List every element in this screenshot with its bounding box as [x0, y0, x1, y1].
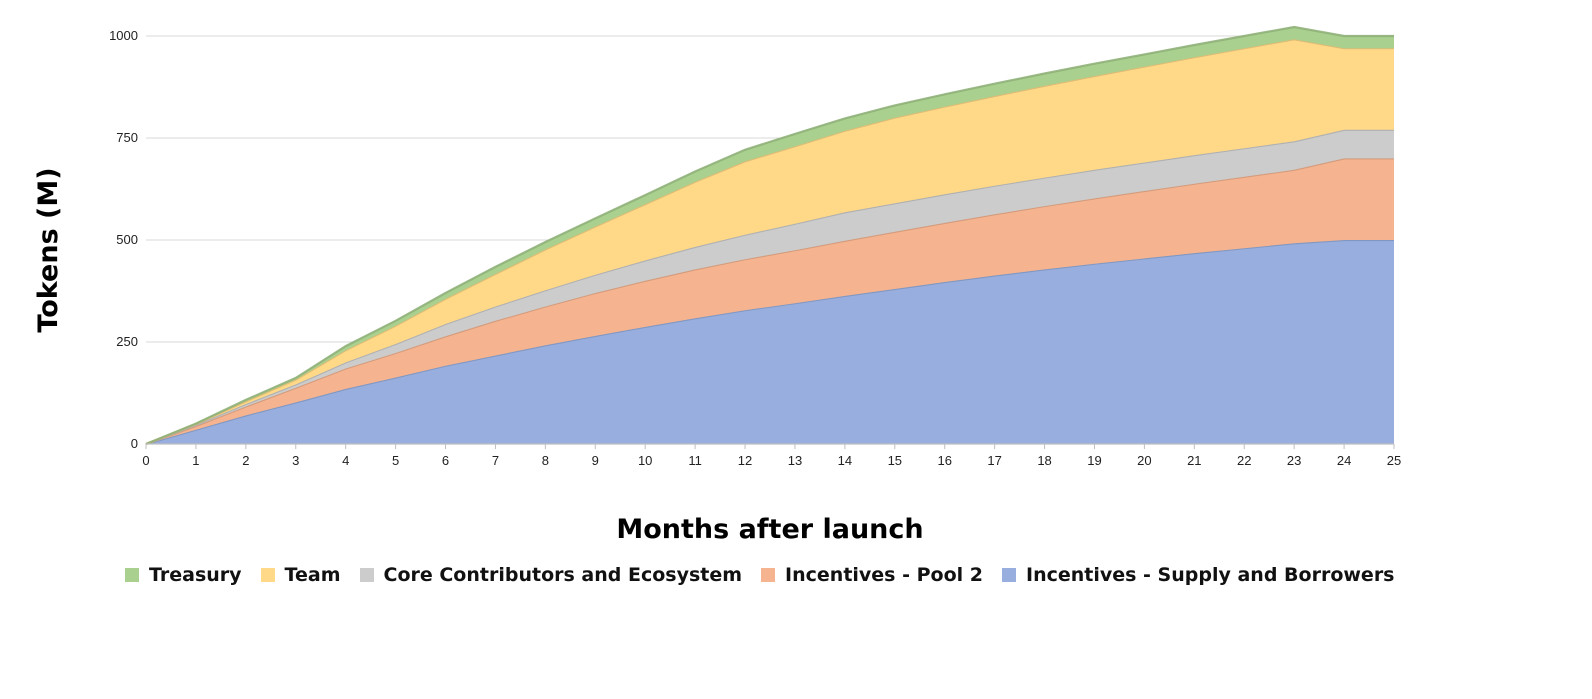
area-incentives-supply-and-borrowers [146, 240, 1394, 444]
x-tick-label: 13 [788, 453, 802, 468]
area-core-contributors-and-ecosystem [146, 129, 1394, 445]
legend-item: Core Contributors and Ecosystem [359, 564, 743, 586]
y-tick-label: 750 [116, 130, 138, 145]
x-axis-title: Months after launch [616, 514, 923, 545]
legend-label: Team [284, 564, 341, 586]
x-tick-label: 24 [1337, 453, 1351, 468]
y-tick-labels: 0 250 500 750 1000 [109, 28, 138, 451]
x-tick-label: 5 [392, 453, 399, 468]
stacked-areas [145, 25, 1394, 446]
x-tick-labels: 0 1 2 3 4 5 6 7 8 9 10 11 12 13 14 15 16 17 18 19 20 21 22 23 24… [142, 453, 1401, 468]
axes [145, 443, 1395, 449]
x-tick-label: 2 [242, 453, 249, 468]
legend-item: Incentives - Pool 2 [761, 564, 983, 586]
chart-legend: Treasury Team Core Contributors and Ecosys… [125, 564, 1414, 586]
x-tick-label: 20 [1137, 453, 1151, 468]
x-tick-label: 16 [937, 453, 951, 468]
area-edge [145, 25, 1394, 446]
legend-label: Incentives - Supply and Borrowers [1026, 564, 1395, 586]
legend-swatch [761, 568, 776, 582]
legend-label: Treasury [149, 564, 242, 586]
x-tick-label: 1 [192, 453, 199, 468]
x-tick-label: 18 [1037, 453, 1051, 468]
x-tick-label: 7 [492, 453, 499, 468]
x-tick-label: 6 [442, 453, 449, 468]
x-tick-label: 8 [542, 453, 549, 468]
x-tick-label: 11 [688, 453, 702, 468]
area-team [146, 39, 1394, 445]
y-tick-label: 1000 [109, 28, 138, 43]
legend-label: Incentives - Pool 2 [785, 564, 983, 586]
x-tick-label: 0 [142, 453, 149, 468]
legend-swatch [1002, 568, 1016, 582]
x-tick-label: 15 [888, 453, 902, 468]
x-tick-label: 3 [292, 453, 299, 468]
x-tick-label: 22 [1237, 453, 1251, 468]
x-tick-label: 23 [1287, 453, 1301, 468]
y-tick-label: 0 [131, 436, 138, 451]
legend-item: Treasury [125, 564, 242, 586]
x-tick-label: 14 [838, 453, 852, 468]
x-tick-label: 19 [1087, 453, 1101, 468]
legend-label: Core Contributors and Ecosystem [383, 564, 743, 586]
x-tick-label: 12 [738, 453, 752, 468]
x-tick-label: 10 [638, 453, 652, 468]
legend-swatch [125, 568, 139, 582]
area-incentives-pool-2 [146, 158, 1394, 444]
x-tick-label: 4 [342, 453, 349, 468]
y-tick-label: 250 [116, 334, 138, 349]
legend-item: Team [260, 564, 341, 586]
x-tick-label: 9 [592, 453, 599, 468]
legend-swatch [359, 568, 374, 582]
x-tick-label: 17 [987, 453, 1001, 468]
legend-swatch [260, 568, 275, 582]
x-tick-label: 25 [1387, 453, 1401, 468]
legend-item: Incentives - Supply and Borrowers [1002, 564, 1395, 586]
y-axis-title: Tokens (M) [33, 167, 64, 332]
y-tick-label: 500 [116, 232, 138, 247]
x-tick-label: 21 [1187, 453, 1201, 468]
